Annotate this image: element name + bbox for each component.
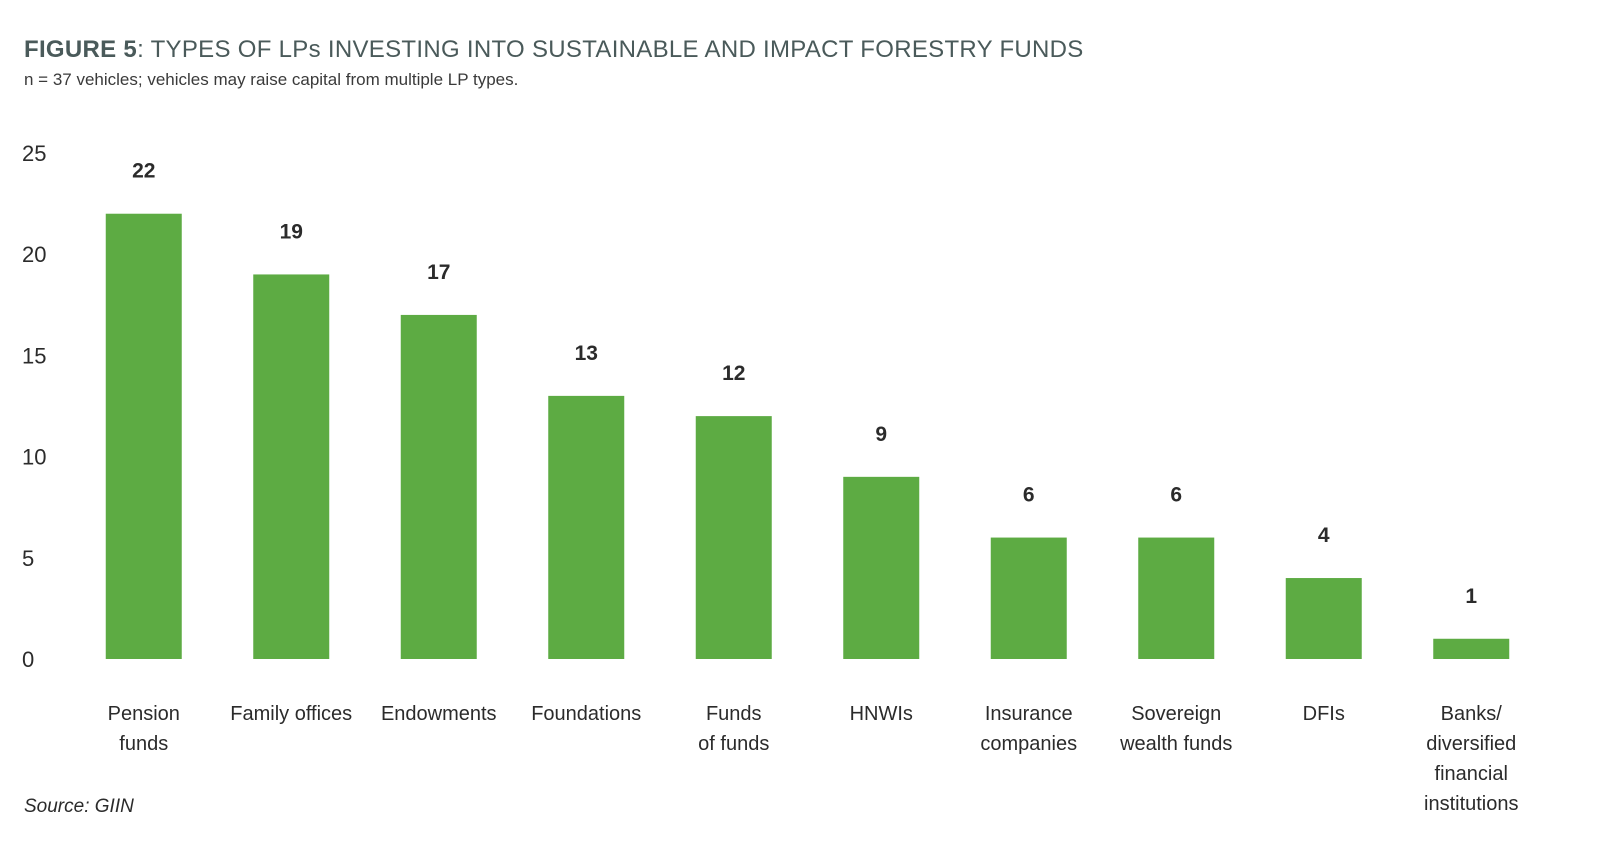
category-label: Endowments [381, 703, 497, 725]
value-label: 6 [1023, 484, 1035, 507]
figure-header: FIGURE 5: TYPES OF LPs INVESTING INTO SU… [24, 36, 1564, 90]
bar [253, 274, 330, 659]
value-label: 22 [132, 160, 155, 183]
y-axis-ticks: 0 5 10 15 20 25 [22, 141, 46, 672]
figure-subtitle: n = 37 vehicles; vehicles may raise capi… [24, 70, 519, 89]
category-labels: Pension funds Family offices Endowments Foun… [108, 703, 1519, 815]
bars [105, 213, 1510, 659]
y-tick-label: 25 [22, 141, 46, 166]
category-label: HNWIs [850, 703, 913, 725]
source-note: Source: GIIN [24, 796, 134, 817]
bar [1433, 638, 1510, 659]
bar [400, 314, 477, 659]
value-label: 1 [1465, 585, 1477, 608]
y-tick-label: 5 [22, 546, 34, 571]
value-label: 4 [1318, 524, 1330, 547]
category-label: Foundations [531, 703, 641, 725]
bar [548, 395, 625, 659]
y-tick-label: 15 [22, 343, 46, 368]
value-label: 13 [575, 342, 598, 365]
category-label: Family offices [230, 703, 352, 725]
figure-title-rest: : TYPES OF LPs INVESTING INTO SUSTAINABL… [137, 36, 1084, 63]
value-label: 12 [722, 362, 745, 385]
figure-title: FIGURE 5: TYPES OF LPs INVESTING INTO SU… [24, 36, 1564, 64]
y-tick-label: 20 [22, 242, 46, 267]
y-tick-label: 0 [22, 647, 34, 672]
figure-title-lead: FIGURE 5 [24, 36, 138, 63]
bar [1138, 537, 1215, 659]
bar [843, 476, 920, 659]
bar [695, 416, 772, 659]
category-label: DFIs [1303, 703, 1345, 725]
category-label: Pension funds [108, 703, 180, 755]
bar [1285, 578, 1362, 659]
value-label: 19 [280, 220, 303, 243]
category-label: Banks/diversified financial institutions [1424, 703, 1519, 815]
value-labels: 22 19 17 13 12 9 6 6 4 1 [132, 160, 1477, 608]
value-label: 6 [1170, 484, 1182, 507]
category-label: Insurance companies [980, 703, 1077, 755]
y-tick-label: 10 [22, 445, 46, 470]
bar [990, 537, 1067, 659]
value-label: 9 [875, 423, 887, 446]
category-label: Funds of funds [698, 703, 769, 755]
value-label: 17 [427, 261, 450, 284]
bar [105, 213, 182, 659]
category-label: Sovereign wealth funds [1119, 703, 1232, 755]
